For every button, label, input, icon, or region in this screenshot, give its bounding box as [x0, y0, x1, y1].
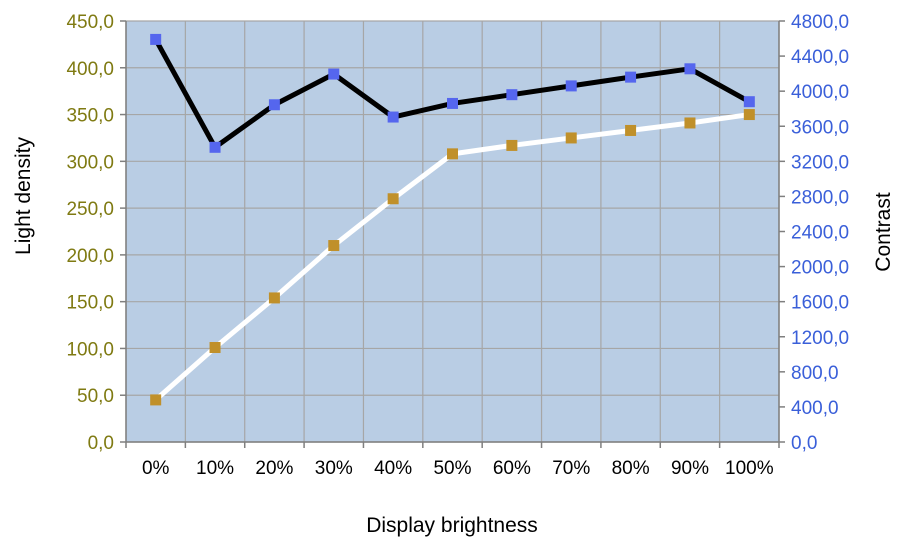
x-tick-label: 80%: [612, 458, 650, 479]
right-tick-label: 2400,0: [791, 223, 849, 244]
data-point-right: [268, 99, 280, 111]
right-axis-ticks: 0,0 400,0 800,0 1200,0 1600,0 2000,0 2400,0 280…: [779, 12, 849, 454]
x-tick-label: 100%: [725, 458, 774, 479]
data-point-right: [565, 80, 577, 92]
data-point-left: [625, 124, 637, 136]
data-point-right: [625, 71, 637, 83]
x-tick-label: 10%: [196, 458, 234, 479]
data-point-left: [328, 240, 340, 252]
data-point-right: [743, 96, 755, 108]
x-tick-label: 0%: [142, 458, 170, 479]
right-tick-label: 2000,0: [791, 258, 849, 279]
left-axis-ticks: 0,0 50,0 100,0 150,0 200,0 250,0 300,0 350,0 400…: [66, 12, 126, 454]
right-tick-label: 0,0: [791, 433, 817, 454]
right-tick-label: 3200,0: [791, 152, 849, 173]
left-tick-label: 0,0: [88, 433, 114, 454]
data-point-right: [506, 89, 518, 101]
data-point-left: [387, 193, 399, 205]
left-tick-label: 400,0: [66, 59, 114, 80]
left-tick-label: 450,0: [66, 12, 114, 33]
x-tick-label: 20%: [255, 458, 293, 479]
right-tick-label: 3600,0: [791, 117, 849, 138]
right-tick-label: 4000,0: [791, 82, 849, 103]
right-tick-label: 1600,0: [791, 293, 849, 314]
data-point-left: [150, 394, 162, 406]
left-tick-label: 300,0: [66, 152, 114, 173]
data-point-right: [447, 97, 458, 109]
left-axis-title: Light density: [12, 137, 35, 255]
left-tick-label: 250,0: [66, 199, 114, 220]
data-point-left: [209, 342, 221, 354]
data-point-left: [506, 139, 518, 151]
left-tick-label: 200,0: [66, 246, 114, 267]
left-tick-label: 350,0: [66, 106, 114, 127]
right-tick-label: 400,0: [791, 398, 839, 419]
x-tick-label: 70%: [552, 458, 590, 479]
data-point-right: [387, 111, 399, 123]
data-point-right: [150, 33, 162, 45]
right-tick-label: 4400,0: [791, 47, 849, 68]
right-tick-label: 4800,0: [791, 12, 849, 33]
right-axis-title: Contrast: [872, 192, 895, 272]
data-point-right: [684, 63, 696, 75]
left-tick-label: 100,0: [66, 339, 114, 360]
data-point-left: [447, 148, 458, 160]
x-tick-label: 30%: [315, 458, 353, 479]
right-tick-label: 2800,0: [791, 187, 849, 208]
data-point-right: [209, 141, 221, 153]
x-tick-label: 50%: [433, 458, 471, 479]
x-axis-ticks: 0% 10% 20% 30% 40% 50% 60% 70% 80% 90% 100%: [125, 442, 780, 479]
plot-area: [126, 21, 779, 442]
data-point-left: [684, 117, 696, 129]
data-point-left: [565, 132, 577, 144]
x-tick-label: 40%: [374, 458, 412, 479]
right-tick-label: 800,0: [791, 363, 839, 384]
right-tick-label: 1200,0: [791, 328, 849, 349]
x-axis-title: Display brightness: [366, 514, 538, 537]
series-markers: [150, 33, 755, 406]
left-tick-label: 50,0: [77, 386, 114, 407]
data-point-left: [743, 109, 755, 121]
x-tick-label: 60%: [493, 458, 531, 479]
x-tick-label: 90%: [671, 458, 709, 479]
data-point-right: [328, 68, 340, 80]
data-point-left: [268, 292, 280, 304]
left-tick-label: 150,0: [66, 293, 114, 314]
